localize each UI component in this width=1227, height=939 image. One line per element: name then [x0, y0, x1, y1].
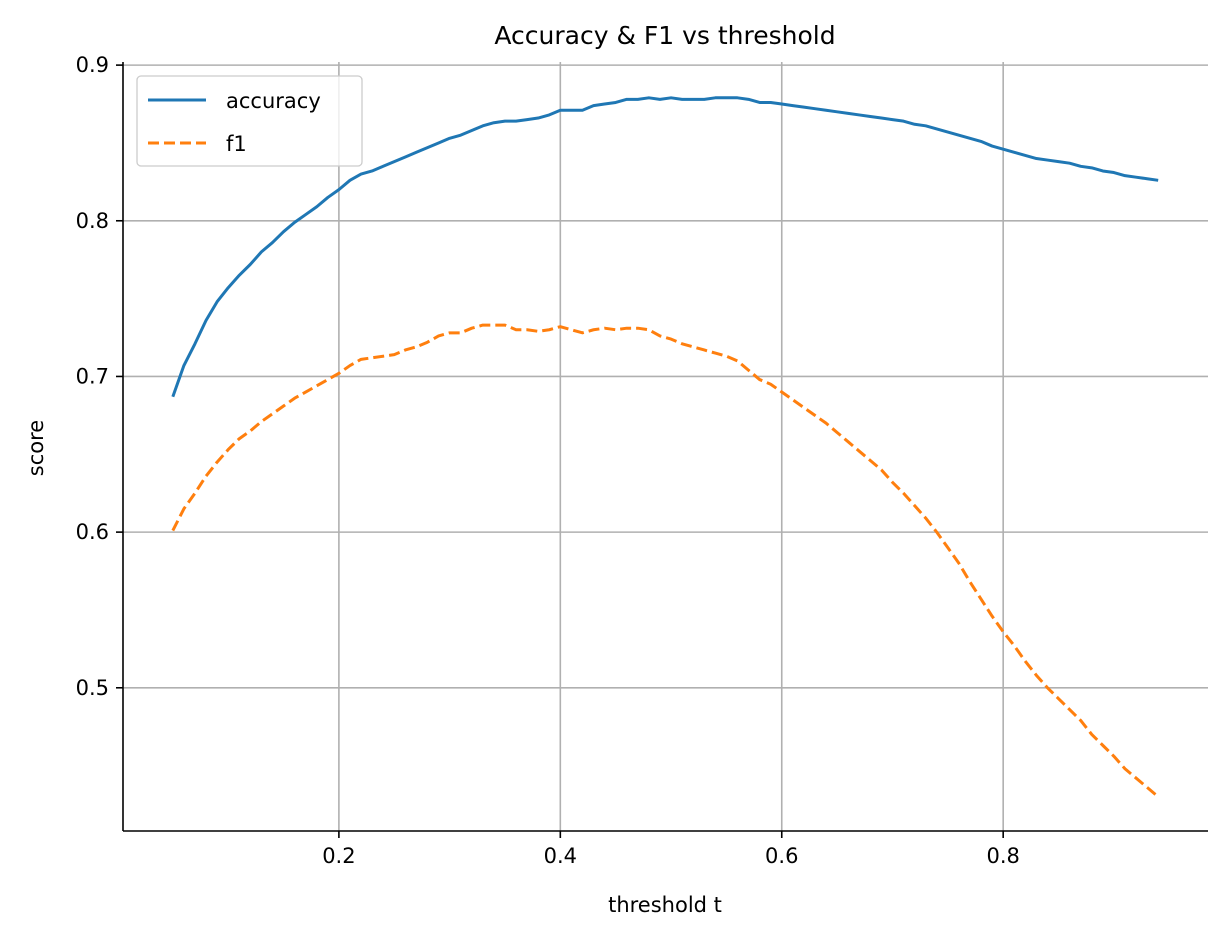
y-tick-label: 0.7: [76, 364, 109, 388]
x-axis-title: threshold t: [608, 893, 722, 917]
legend-label-f1: f1: [226, 132, 247, 156]
x-tick-label: 0.6: [765, 844, 798, 868]
y-tick-label: 0.5: [76, 676, 109, 700]
x-tick-label: 0.8: [986, 844, 1019, 868]
legend-label-accuracy: accuracy: [226, 89, 321, 113]
series-layer: [171, 96, 1160, 798]
series-line-f1: [171, 323, 1160, 798]
x-tick-label: 0.2: [322, 844, 355, 868]
x-tick-label: 0.4: [544, 844, 577, 868]
series-line-accuracy: [171, 96, 1159, 398]
y-axis-ticks: 0.5 0.6 0.7 0.8 0.9: [76, 53, 123, 700]
y-axis-title: score: [24, 420, 48, 476]
legend: accuracy f1: [136, 75, 363, 167]
grid: [123, 62, 1208, 831]
y-tick-label: 0.8: [76, 209, 109, 233]
y-tick-label: 0.9: [76, 53, 109, 77]
x-axis-ticks: 0.2 0.4 0.6 0.8: [322, 831, 1020, 868]
y-tick-label: 0.6: [76, 520, 109, 544]
chart-title: Accuracy & F1 vs threshold: [494, 21, 835, 50]
